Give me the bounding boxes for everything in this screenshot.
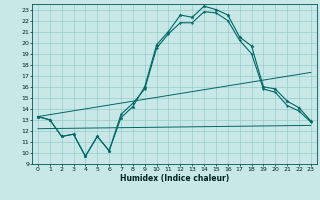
X-axis label: Humidex (Indice chaleur): Humidex (Indice chaleur)	[120, 174, 229, 183]
